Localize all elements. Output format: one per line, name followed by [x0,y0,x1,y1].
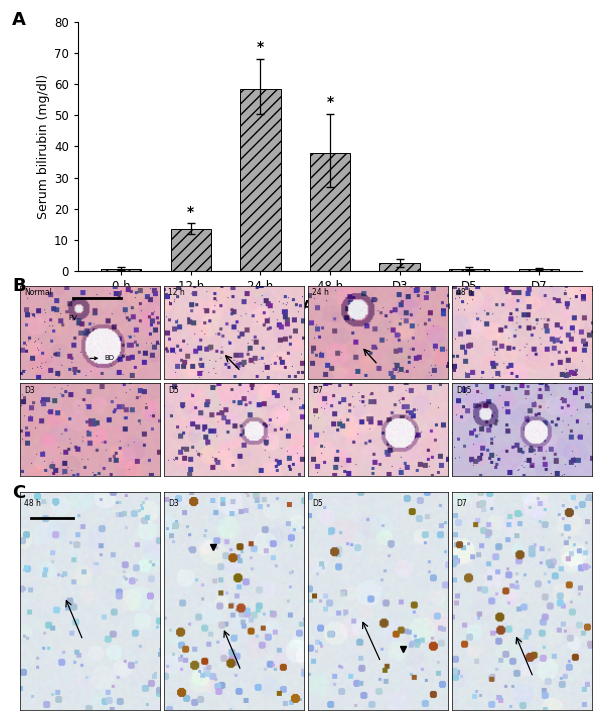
Bar [449,269,490,271]
Y-axis label: Serum bilirubin (mg/dl): Serum bilirubin (mg/dl) [37,74,50,219]
Text: D5: D5 [168,386,179,395]
X-axis label: Time after DAPM administration: Time after DAPM administration [209,299,451,312]
Text: 48 h: 48 h [24,499,41,508]
Text: A: A [12,11,26,29]
Text: *: * [187,205,194,219]
Text: D15: D15 [456,386,472,395]
Bar [379,263,420,271]
Bar [101,269,141,271]
Bar [240,89,281,271]
Text: Normal: Normal [24,288,52,297]
Text: D7: D7 [312,386,323,395]
Text: *: * [257,40,264,54]
Text: D3: D3 [168,499,179,508]
Text: 48 h: 48 h [456,288,473,297]
Text: BD: BD [90,355,114,362]
Text: *: * [326,95,334,109]
Text: C: C [12,484,25,502]
Text: D5: D5 [312,499,323,508]
Text: 24 h: 24 h [312,288,329,297]
Text: D3: D3 [24,386,35,395]
Text: D7: D7 [456,499,467,508]
Bar [310,153,350,271]
Text: PV: PV [69,315,77,321]
Bar [170,229,211,271]
Text: B: B [12,277,26,295]
Text: 12 h: 12 h [168,288,185,297]
Bar [519,269,559,271]
